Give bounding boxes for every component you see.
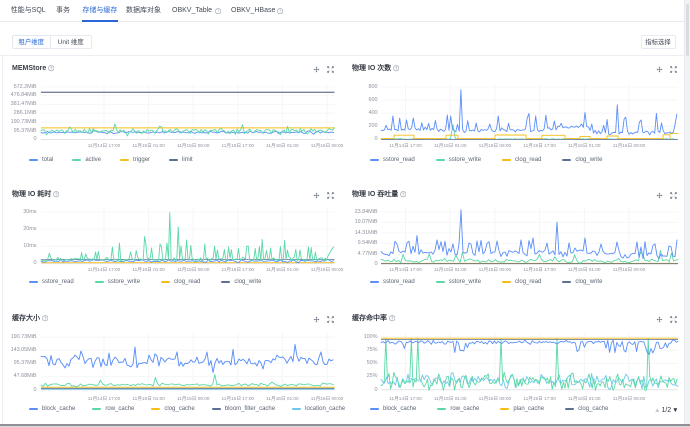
svg-text:?: ? [43,316,46,321]
svg-text:?: ? [279,8,282,13]
svg-text:?: ? [402,192,405,197]
svg-text:?: ? [55,192,58,197]
svg-text:?: ? [217,8,220,13]
svg-text:?: ? [50,66,53,71]
svg-text:?: ? [390,316,393,321]
svg-text:?: ? [395,66,398,71]
